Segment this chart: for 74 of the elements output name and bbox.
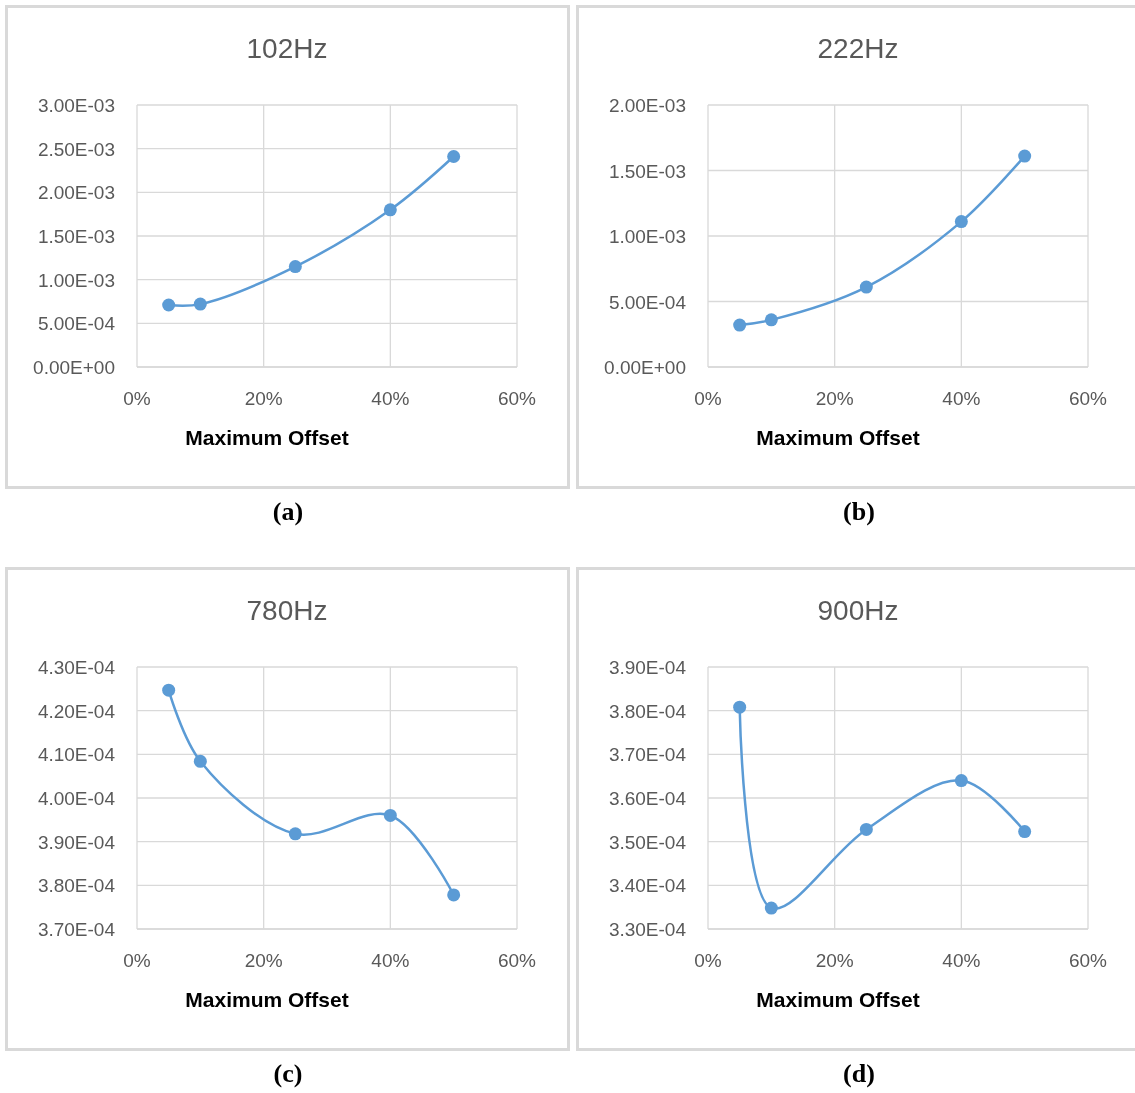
chart-title: 102Hz [246, 33, 328, 64]
point [954, 215, 968, 229]
chart-title: 780Hz [246, 595, 328, 626]
x-axis-title: Maximum Offset [756, 988, 920, 1011]
text: (c) [273, 1059, 303, 1088]
y-tick-label: 3.00E-03 [37, 95, 115, 116]
y-tick-label: 1.50E-03 [37, 226, 115, 247]
y-tick-label: 3.70E-04 [37, 919, 116, 940]
y-tick-label: 3.80E-04 [608, 700, 687, 722]
x-axis-title: Maximum Offset [185, 426, 349, 449]
point [447, 150, 461, 164]
point [193, 297, 207, 311]
x-tick-label: 60% [497, 388, 537, 409]
point [1018, 149, 1032, 163]
x-tick-label: 40% [942, 388, 981, 409]
chart-title: 900Hz [817, 595, 899, 626]
y-tick-label: 3.60E-04 [608, 788, 687, 809]
y-tick-label: 2.00E-03 [608, 95, 686, 116]
point [954, 774, 968, 788]
y-tick-label: 2.50E-03 [37, 138, 115, 160]
point [383, 203, 397, 217]
y-tick-label: 1.50E-03 [608, 160, 686, 182]
y-tick-label: 4.00E-04 [37, 788, 116, 809]
point [859, 822, 873, 836]
x-tick-label: 20% [815, 950, 854, 971]
x-tick-label: 40% [942, 950, 981, 971]
x-tick-label: 20% [815, 388, 854, 409]
y-tick-label: 1.00E-03 [608, 226, 686, 247]
y-tick-label: 0.00E+00 [33, 357, 115, 378]
y-tick-label: 3.50E-04 [608, 831, 687, 853]
point [447, 888, 461, 902]
x-tick-label: 60% [1068, 950, 1108, 971]
y-tick-label: 3.30E-04 [608, 919, 687, 940]
point [764, 901, 778, 915]
point [764, 313, 778, 327]
x-tick-label: 0% [123, 950, 151, 971]
text: (b) [843, 497, 875, 526]
y-tick-label: 2.00E-03 [37, 182, 115, 204]
point [193, 754, 207, 768]
y-tick-label: 4.20E-04 [37, 700, 116, 722]
y-tick-label: 1.00E-03 [37, 269, 115, 291]
y-tick-label: 3.90E-04 [608, 657, 687, 678]
x-tick-label: 60% [1068, 388, 1108, 409]
x-tick-label: 0% [694, 388, 722, 409]
y-tick-label: 3.40E-04 [608, 875, 687, 897]
y-tick-label: 5.00E-04 [37, 313, 116, 335]
y-tick-label: 3.70E-04 [608, 744, 687, 766]
x-tick-label: 0% [123, 388, 151, 409]
point [383, 808, 397, 822]
text: (d) [843, 1059, 875, 1088]
point [288, 260, 302, 274]
y-tick-label: 4.30E-04 [37, 657, 116, 678]
point [859, 280, 873, 294]
chart-title: 222Hz [817, 33, 899, 64]
x-axis-title: Maximum Offset [756, 426, 920, 449]
x-tick-label: 60% [497, 950, 537, 971]
y-tick-label: 4.10E-04 [37, 744, 116, 766]
x-axis-title: Maximum Offset [185, 988, 349, 1011]
y-tick-label: 3.90E-04 [37, 831, 116, 853]
x-tick-label: 0% [694, 950, 722, 971]
x-tick-label: 40% [371, 950, 410, 971]
y-tick-label: 5.00E-04 [608, 291, 687, 313]
point [1018, 825, 1032, 839]
x-tick-label: 20% [244, 950, 283, 971]
point [288, 827, 302, 841]
text: (a) [272, 497, 304, 526]
x-tick-label: 40% [371, 388, 410, 409]
point [733, 700, 747, 714]
y-tick-label: 0.00E+00 [604, 357, 686, 378]
y-tick-label: 3.80E-04 [37, 875, 116, 897]
point [162, 683, 176, 697]
point [162, 298, 176, 312]
point [733, 318, 747, 332]
x-tick-label: 20% [244, 388, 283, 409]
